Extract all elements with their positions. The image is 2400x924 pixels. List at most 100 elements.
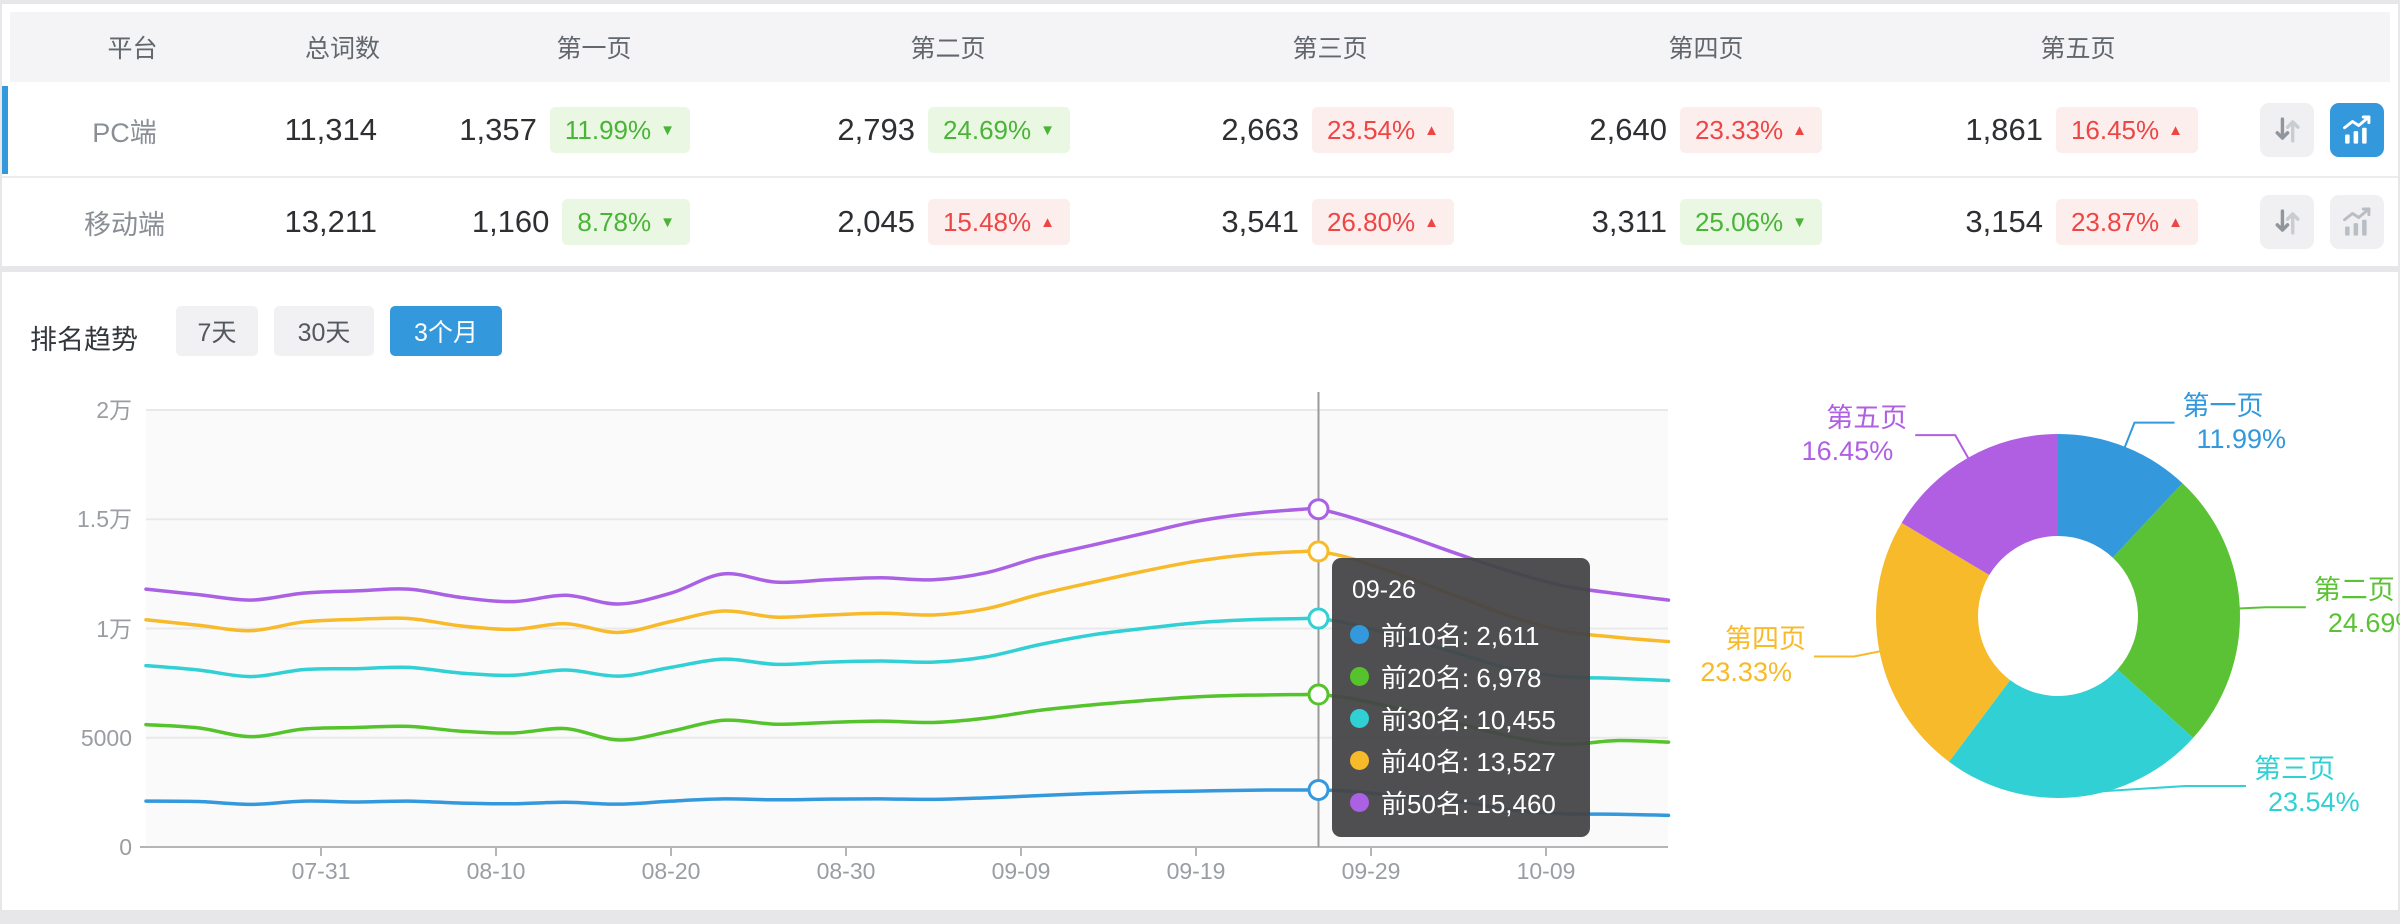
tooltip-item-text: 前10名: 2,611 [1381,620,1540,651]
donut-label-line [2122,421,2175,451]
series-dot-icon [1350,792,1369,812]
page3-cell: 3,541 26.80% ▲ [1130,178,1514,266]
sort-button[interactable] [2260,195,2314,249]
highlight-marker-前50名 [1307,498,1330,521]
trend-chart-icon [2343,115,2371,144]
donut-label-line [2089,785,2246,793]
y-axis-label: 1.5万 [77,506,132,533]
change-percent: 23.54% [1326,114,1416,145]
change-percent: 26.80% [1326,206,1416,237]
donut-label-第五页: 第五页 16.45% [1607,402,1908,468]
donut-label-line [2235,606,2306,610]
change-percent: 23.87% [2070,206,2160,237]
highlight-marker-前20名 [1307,683,1330,706]
trend-arrow-icon: ▼ [660,213,675,231]
change-percent: 8.78% [577,206,652,237]
table-row-pc[interactable]: PC端 11,314 1,357 11.99% ▼ 2,793 24.69% ▼ 2… [2,86,2398,174]
series-dot-icon [1350,624,1369,644]
row-actions [2258,178,2398,266]
donut-label-第一页: 第一页 11.99% [2183,390,2287,456]
tooltip-date: 09-26 [1352,576,1416,604]
change-badge: 24.69% ▼ [927,107,1070,153]
col-platform: 平台 [107,35,158,63]
total-words-value: 11,314 [284,112,377,147]
change-badge: 11.99% ▼ [549,107,690,153]
change-percent: 24.69% [942,114,1032,145]
highlight-marker-前40名 [1307,540,1330,563]
page2-count: 2,793 [837,112,915,147]
show-trend-button[interactable] [2330,195,2384,249]
series-dot-icon [1350,708,1369,728]
y-axis-label: 5000 [80,724,132,751]
donut-slice-第三页[interactable] [1948,669,2194,799]
table-row-mobile[interactable]: 移动端 13,211 1,160 8.78% ▼ 2,045 15.48% ▲ 3,… [2,176,2398,266]
col-total-words: 总词数 [304,35,380,63]
col-page-1: 第一页 [556,35,632,63]
page2-count: 2,045 [837,204,915,239]
tooltip-item-3: 前40名: 13,527 [1350,739,1572,781]
trend-arrow-icon: ▲ [2168,213,2183,231]
donut-label-percent: 23.33% [1700,657,1792,688]
tooltip-items: 前10名: 2,611 前20名: 6,978 前30名: 10,455 前40名: … [1350,613,1572,823]
y-axis-label: 0 [119,834,132,860]
page4-count: 2,640 [1589,112,1667,147]
col-page-2: 第二页 [910,35,986,63]
trend-line-前50名 [144,506,1671,606]
tooltip-item-4: 前50名: 15,460 [1350,781,1572,823]
change-badge: 15.48% ▲ [927,199,1070,245]
donut-label-percent: 24.69% [2327,608,2400,639]
donut-slice-第一页[interactable] [2058,434,2183,558]
donut-label-name: 第四页 [1724,624,1806,655]
page1-count: 1,160 [471,204,550,239]
donut-slice-第四页[interactable] [1875,522,2011,762]
x-axis-label: 09-19 [1166,858,1226,884]
donut-slice-第二页[interactable] [2112,483,2240,738]
page5-cell: 1,861 16.45% ▲ [1882,86,2258,174]
donut-label-percent: 11.99% [2196,423,2287,454]
series-dot-icon [1350,750,1369,770]
page5-count: 1,861 [1965,112,2043,147]
x-axis-label: 08-20 [641,858,701,884]
change-badge: 16.45% ▲ [2055,107,2198,153]
donut-label-name: 第一页 [2182,390,2264,421]
y-axis-label: 1万 [96,615,132,642]
x-axis-label: 09-29 [1341,858,1401,884]
x-axis-label: 09-09 [991,858,1051,884]
change-percent: 15.48% [942,206,1032,237]
donut-slice-第五页[interactable] [1901,434,2058,576]
col-page-3: 第三页 [1292,35,1368,63]
change-percent: 23.33% [1694,114,1784,145]
tab-30-days[interactable]: 30天 [274,306,374,356]
table-header-row: 平台 总词数 第一页 第二页 第三页 第四页 第五页 [10,12,2390,82]
tooltip-item-text: 前20名: 6,978 [1381,662,1542,693]
trend-arrow-icon: ▼ [1040,121,1055,139]
tooltip-item-0: 前10名: 2,611 [1350,613,1572,655]
highlight-marker-前30名 [1307,607,1330,630]
tab-3-months[interactable]: 3个月 [390,306,502,356]
page1-cell: 1,160 8.78% ▼ [422,178,750,266]
donut-label-line [1915,434,1971,462]
col-page-5: 第五页 [2040,35,2116,63]
tab-7-days[interactable]: 7天 [176,306,258,356]
x-axis-label: 08-10 [466,858,526,884]
page5-count: 3,154 [1965,204,2043,239]
rank-table-card: 平台 总词数 第一页 第二页 第三页 第四页 第五页 PC端 11,314 1,… [2,4,2398,266]
show-trend-button[interactable] [2330,103,2384,157]
change-badge: 25.06% ▼ [1679,199,1822,245]
page3-count: 3,541 [1221,204,1299,239]
page3-cell: 2,663 23.54% ▲ [1130,86,1514,174]
x-axis-label: 08-30 [816,858,876,884]
tooltip-item-2: 前30名: 10,455 [1350,697,1572,739]
x-axis-label: 07-31 [291,858,351,884]
sort-button[interactable] [2260,103,2314,157]
change-badge: 8.78% ▼ [562,199,690,245]
platform-label: PC端 [92,117,157,148]
x-axis-label: 10-09 [1516,858,1576,884]
trend-arrow-icon: ▲ [1792,121,1807,139]
change-percent: 25.06% [1694,206,1784,237]
change-percent: 11.99% [564,114,652,145]
page4-cell: 2,640 23.33% ▲ [1514,86,1882,174]
